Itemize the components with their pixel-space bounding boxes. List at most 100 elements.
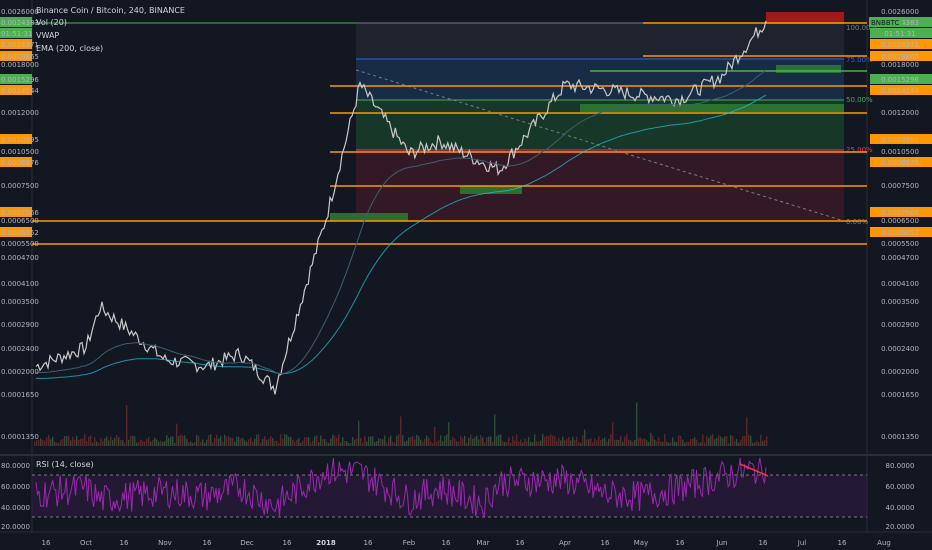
time-tick-label: Jun xyxy=(716,539,728,547)
fib-zone-top xyxy=(356,23,844,59)
volume-bar xyxy=(236,436,238,446)
volume-bar xyxy=(350,442,352,446)
volume-bar xyxy=(360,437,362,446)
fib-trend-line[interactable] xyxy=(355,69,845,222)
price-tick-label: 20.0000 xyxy=(1,523,30,531)
price-badge-bg xyxy=(870,28,932,38)
volume-bar xyxy=(618,439,620,446)
ema-indicator-label[interactable]: EMA (200, close) xyxy=(36,44,104,53)
volume-bar xyxy=(226,436,228,446)
price-badge-bg xyxy=(0,74,32,84)
price-tick-label: 0.0015296 xyxy=(1,76,39,84)
volume-bar xyxy=(724,436,726,446)
volume-bar xyxy=(630,440,632,446)
price-tick-label: 20.0000 xyxy=(886,523,915,531)
volume-bar xyxy=(216,434,218,446)
volume-bar xyxy=(736,438,738,446)
price-tick-label: 0.0024371 xyxy=(1,41,39,49)
volume-bar xyxy=(570,440,572,446)
fib-label-0: 0.00% xyxy=(846,218,869,226)
volume-bar xyxy=(544,436,546,446)
fib-label-100: 100.00% xyxy=(846,24,877,32)
volume-bar xyxy=(604,437,606,446)
volume-bar xyxy=(682,439,684,446)
green-zone-bottom[interactable] xyxy=(330,213,408,221)
volume-bar xyxy=(384,435,386,446)
volume-bar xyxy=(386,442,388,446)
rsi-divergence-line[interactable] xyxy=(739,463,769,477)
price-badge-bg xyxy=(870,85,932,95)
volume-bars xyxy=(34,402,768,446)
volume-bar xyxy=(196,434,198,446)
volume-bar xyxy=(404,441,406,446)
price-badge-bg xyxy=(870,51,932,61)
volume-bar xyxy=(634,439,636,446)
volume-bar xyxy=(264,436,266,446)
volume-bar xyxy=(482,437,484,446)
volume-bar xyxy=(68,435,70,446)
volume-bar xyxy=(44,440,46,446)
volume-bar xyxy=(232,437,234,446)
volume-bar xyxy=(536,441,538,446)
price-tick-label: 01:51:31 xyxy=(884,30,915,38)
volume-bar xyxy=(504,442,506,446)
price-badge-bg xyxy=(0,28,32,38)
time-tick-label: Mar xyxy=(476,539,489,547)
time-tick-label: 16 xyxy=(516,539,525,547)
volume-bar xyxy=(50,439,52,446)
volume-bar xyxy=(678,435,680,446)
volume-bar xyxy=(710,435,712,446)
price-tick-label: 0.0007066 xyxy=(881,209,919,217)
price-tick-label: 40.0000 xyxy=(1,504,30,512)
price-badge-bg xyxy=(0,134,32,144)
volume-bar xyxy=(428,437,430,446)
volume-bar xyxy=(198,436,200,446)
volume-bar xyxy=(642,439,644,446)
green-zone-upper[interactable] xyxy=(776,65,841,73)
volume-bar xyxy=(538,441,540,446)
horizontal-lines[interactable] xyxy=(32,22,867,245)
volume-bar xyxy=(658,437,660,446)
volume-bar xyxy=(40,438,42,446)
green-zone-mid[interactable] xyxy=(580,104,844,112)
vol-indicator-label[interactable]: Vol (20) xyxy=(36,18,67,27)
fib-retracement[interactable]: 100.00% 75.00% 50.00% 25.00% 0.00% xyxy=(355,22,877,226)
price-tick-label: 0.0002400 xyxy=(881,345,919,353)
volume-bar xyxy=(128,439,130,446)
volume-bar xyxy=(486,437,488,446)
volume-bar xyxy=(552,435,554,446)
volume-bar xyxy=(114,437,116,446)
volume-bar xyxy=(474,437,476,446)
volume-bar xyxy=(342,437,344,446)
volume-bar xyxy=(484,442,486,446)
volume-bar xyxy=(252,441,254,446)
right-price-axis[interactable]: 0.00260000.002438301:51:310.00243710.001… xyxy=(870,8,932,531)
time-tick-label: 2018 xyxy=(316,539,336,547)
price-tick-label: 0.0014144 xyxy=(881,87,919,95)
time-tick-label: 16 xyxy=(203,539,212,547)
volume-bar xyxy=(174,442,176,446)
green-zone-low[interactable] xyxy=(460,186,522,194)
rsi-indicator-label[interactable]: RSI (14, close) xyxy=(36,460,94,469)
left-price-axis[interactable]: 0.0026000 0.0024383 01:51:31 0.0024371 0.001… xyxy=(0,8,39,531)
volume-bar xyxy=(106,436,108,446)
volume-bar xyxy=(464,435,466,446)
red-target-zone[interactable] xyxy=(766,12,844,24)
volume-bar xyxy=(308,437,310,446)
volume-bar xyxy=(156,439,158,446)
volume-bar xyxy=(310,442,312,446)
volume-bar xyxy=(214,437,216,446)
time-axis[interactable]: 16 Oct 16 Nov 16 Dec 16 2018 16 Feb 16 Mar 16 Apr 16 Ma… xyxy=(42,539,891,547)
volume-bar xyxy=(312,440,314,446)
vwap-indicator-label[interactable]: VWAP xyxy=(36,31,60,40)
volume-bar xyxy=(614,439,616,446)
volume-bar xyxy=(638,437,640,446)
volume-bar xyxy=(46,437,48,446)
volume-bar xyxy=(756,440,758,446)
volume-bar xyxy=(150,441,152,446)
volume-bar xyxy=(432,442,434,446)
volume-bar xyxy=(700,442,702,446)
volume-bar xyxy=(566,438,568,446)
volume-bar xyxy=(606,441,608,446)
